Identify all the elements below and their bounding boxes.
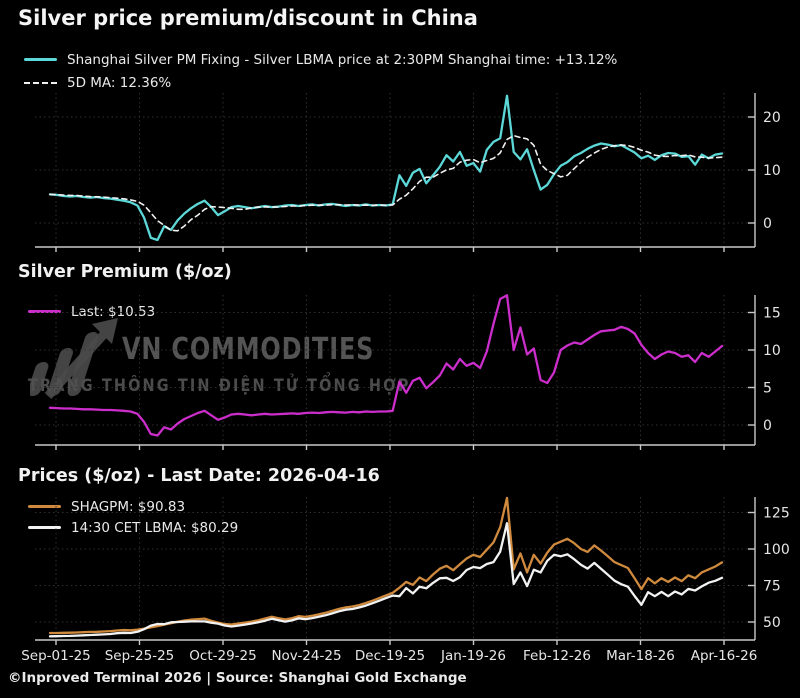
x-tick-label: Oct-29-25 [189,648,256,664]
legend-label: Last: $10.53 [71,303,156,320]
legend-item: 5D MA: 12.36% [24,74,617,91]
panel-heading-silver-premium: Silver Premium ($/oz) [18,262,232,282]
y-tick-label: 10 [763,163,781,179]
y-tick-label: 50 [763,615,781,631]
panel-premium-pct: 0 10 20 [35,93,781,252]
x-tick-label: Jan-19-26 [440,648,506,664]
y-tick-label: 10 [763,343,781,359]
legend-label: 14:30 CET LBMA: $80.29 [71,519,239,536]
y-tick-label: 0 [763,216,772,232]
series-line-14-30-cet-lbma [48,522,724,638]
legend-panel-premium-pct: Shanghai Silver PM Fixing - Silver LBMA … [24,51,617,91]
panel-premium-usd: 0 5 10 15 [35,294,781,450]
legend-label: 5D MA: 12.36% [67,74,172,91]
y-tick-label: 15 [763,306,781,322]
legend-swatch-line [24,58,57,61]
x-tick-label: Dec-19-25 [355,648,425,664]
y-tick-label: 125 [763,506,790,522]
series-line-silver-premium [48,294,724,437]
x-tick-label: Sep-25-25 [105,648,175,664]
legend-swatch-line [28,526,61,529]
legend-item: SHAGPM: $90.83 [28,498,238,515]
legend-swatch-line [28,505,61,508]
x-tick-label: Sep-01-25 [21,648,91,664]
y-tick-label: 20 [763,110,781,126]
legend-swatch-dashed-line [24,81,57,84]
watermark-logo-bars-arrow-icon [27,318,118,400]
legend-item: Last: $10.53 [28,303,155,320]
legend-item: 14:30 CET LBMA: $80.29 [28,519,238,536]
y-tick-label: 75 [763,579,781,595]
legend-item: Shanghai Silver PM Fixing - Silver LBMA … [24,51,617,68]
panel-prices: 50 75 100 125 [35,496,790,645]
x-tick-label: Feb-12-26 [523,648,591,664]
y-tick-label: 100 [763,542,790,558]
x-tick-label: Nov-24-25 [271,648,341,664]
panel-heading-prices: Prices ($/oz) - Last Date: 2026-04-16 [18,466,380,486]
x-tick-label: Mar-18-26 [606,648,675,664]
legend-panel-prices: SHAGPM: $90.83 14:30 CET LBMA: $80.29 [28,498,238,536]
source-attribution: ©Inproved Terminal 2026 | Source: Shangh… [8,670,467,686]
legend-label: SHAGPM: $90.83 [71,498,186,515]
chart-title: Silver price premium/discount in China [18,6,478,30]
y-tick-label: 5 [763,381,772,397]
series-line-shagpm [48,496,724,635]
legend-label: Shanghai Silver PM Fixing - Silver LBMA … [67,51,618,68]
series-line-5d-ma [49,134,723,232]
y-tick-label: 0 [763,418,772,434]
legend-panel-premium-usd: Last: $10.53 [28,303,155,320]
x-tick-label: Apr-16-26 [691,648,758,664]
watermark-subtitle: TRANG THÔNG TIN ĐIỆN TỬ TỔNG HỢP [28,376,411,396]
legend-swatch-line [28,310,61,313]
